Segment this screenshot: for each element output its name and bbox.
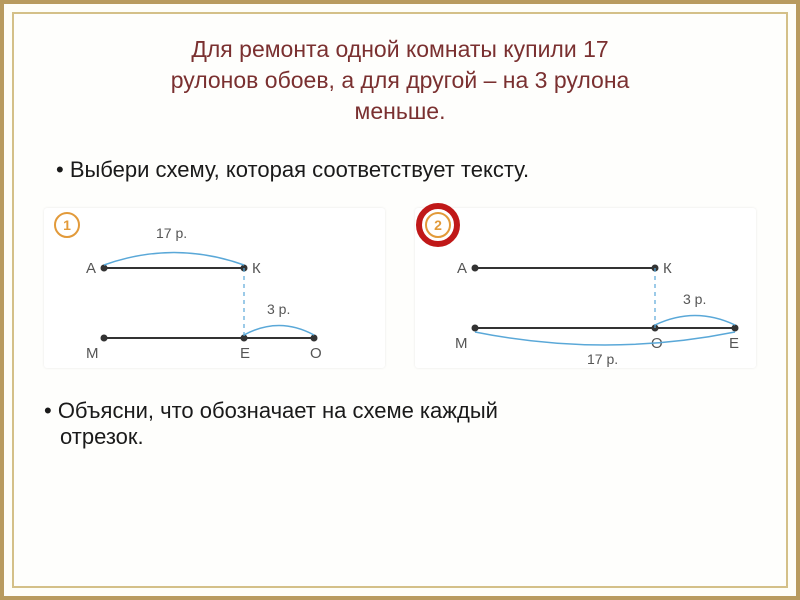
svg-text:К: К xyxy=(663,260,672,277)
explain-text: • Объясни, что обозначает на схеме кажды… xyxy=(44,398,756,450)
diagram-1-svg: А К 17 р. М Е О 3 р. xyxy=(44,208,374,368)
explain-line-2: отрезок. xyxy=(44,424,144,449)
svg-text:3 р.: 3 р. xyxy=(683,291,706,307)
svg-text:17 р.: 17 р. xyxy=(587,351,618,367)
title-line-3: меньше. xyxy=(44,96,756,127)
diagrams-row: 1 А К 17 р. М Е О 3 р. 2 А К М О Е 3 р. 17 р. xyxy=(44,208,756,368)
title-line-2: рулонов обоев, а для другой – на 3 рулон… xyxy=(44,65,756,96)
svg-text:А: А xyxy=(86,260,96,277)
diagram-2[interactable]: 2 АКМОЕ3 р.17 р. xyxy=(415,208,756,368)
diagram-2-svg: АКМОЕ3 р.17 р. xyxy=(415,208,755,368)
svg-text:17 р.: 17 р. xyxy=(156,225,187,241)
svg-text:3 р.: 3 р. xyxy=(267,301,290,317)
outer-frame: Для ремонта одной комнаты купили 17 руло… xyxy=(0,0,800,600)
title-line-1: Для ремонта одной комнаты купили 17 xyxy=(44,34,756,65)
svg-text:М: М xyxy=(455,335,468,352)
diagram-1-badge: 1 xyxy=(54,212,80,238)
diagram-1[interactable]: 1 А К 17 р. М Е О 3 р. xyxy=(44,208,385,368)
inner-frame: Для ремонта одной комнаты купили 17 руло… xyxy=(12,12,788,588)
instruction-text: • Выбери схему, которая соответствует те… xyxy=(44,157,756,183)
svg-text:М: М xyxy=(86,345,99,362)
svg-text:А: А xyxy=(457,260,467,277)
explain-line-1: • Объясни, что обозначает на схеме кажды… xyxy=(44,398,498,423)
svg-text:Е: Е xyxy=(729,335,739,352)
svg-text:К: К xyxy=(252,260,261,277)
problem-title: Для ремонта одной комнаты купили 17 руло… xyxy=(44,34,756,127)
diagram-2-badge: 2 xyxy=(425,212,451,238)
svg-text:Е: Е xyxy=(240,345,250,362)
svg-text:О: О xyxy=(310,345,322,362)
